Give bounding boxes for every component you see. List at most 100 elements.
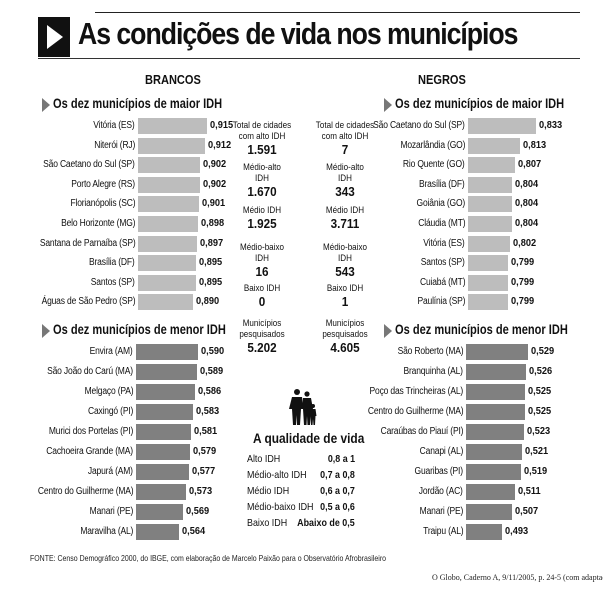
bar — [466, 484, 515, 500]
data-label: 0,833 — [539, 119, 563, 131]
bar — [466, 404, 526, 420]
data-label: 0,813 — [522, 138, 546, 151]
category-label: Manari (PE) — [419, 506, 464, 517]
bar — [136, 464, 189, 480]
bar — [138, 196, 200, 213]
bar — [468, 274, 508, 291]
bar — [468, 176, 513, 193]
category-label: São Caetano do Sul (SP) — [373, 120, 465, 131]
data-label: 0,525 — [528, 385, 552, 397]
quality-range: 0,6 a 0,7 — [320, 485, 355, 497]
category-label: Branquinha (AL) — [403, 366, 464, 377]
data-label: 0,915 — [210, 119, 234, 131]
bar — [466, 524, 502, 540]
data-label: 0,898 — [200, 217, 224, 229]
stat-negros: Baixo IDH 1 — [300, 283, 390, 309]
stat-value: 0 — [258, 294, 266, 309]
category-label: Caxingó (PI) — [87, 406, 133, 417]
data-label: 0,579 — [192, 445, 217, 457]
stat-value: 16 — [255, 264, 269, 279]
quality-row: Médio-alto IDH 0,7 a 0,8 — [247, 469, 355, 483]
triangle-marker-icon — [42, 324, 50, 338]
category-label: Poço das Trincheiras (AL) — [369, 386, 463, 397]
quality-label: Médio IDH — [247, 485, 290, 497]
bar — [138, 176, 200, 193]
category-label: Brasília (DF) — [419, 178, 466, 190]
data-label: 0,897 — [200, 236, 224, 249]
bar — [466, 464, 521, 480]
category-label: Florianópolis (SC) — [70, 198, 135, 210]
data-label: 0,507 — [515, 505, 539, 517]
stat-label: Total de cidades com alto IDH — [232, 120, 292, 142]
page-title: As condições de vida nos municípios — [78, 16, 518, 51]
category-label: Vitória (ES) — [423, 237, 465, 249]
chart-title: Os dez municípios de maior IDH — [395, 96, 565, 111]
category-label: São Caetano do Sul (SP) — [43, 159, 135, 171]
bar — [468, 196, 513, 213]
data-label: 0,802 — [513, 236, 537, 249]
category-label: Cláudia (MT) — [417, 218, 465, 229]
bar — [468, 118, 536, 134]
data-label: 0,589 — [200, 365, 224, 377]
stat-value: 1.591 — [247, 142, 277, 157]
data-label: 0,523 — [526, 425, 550, 437]
chart-title: Os dez municípios de maior IDH — [53, 96, 223, 111]
category-label: Manari (PE) — [89, 506, 134, 517]
stat-value: 5.202 — [247, 340, 277, 355]
bar — [138, 216, 198, 232]
stat-label: Médio-alto IDH — [243, 162, 281, 184]
data-label: 0,525 — [528, 405, 552, 417]
data-label: 0,526 — [528, 365, 552, 377]
quality-range: 0,5 a 0,6 — [320, 501, 355, 513]
bar — [468, 216, 513, 232]
data-label: 0,569 — [185, 505, 209, 517]
bar — [468, 235, 511, 252]
stat-value: 1.925 — [247, 216, 277, 231]
bar — [138, 235, 198, 252]
category-label: Melgaço (PA) — [84, 386, 133, 397]
data-label: 0,804 — [515, 177, 539, 190]
play-triangle-icon — [47, 25, 63, 49]
bar — [466, 364, 526, 380]
triangle-marker-icon — [42, 98, 50, 112]
stat-value: 7 — [341, 142, 349, 157]
category-label: Cuiabá (MT) — [419, 276, 466, 288]
bar — [466, 424, 524, 440]
data-label: 0,586 — [198, 385, 222, 397]
stat-negros: Total de cidades com alto IDH 7 — [300, 120, 390, 157]
stat-brancos: Baixo IDH 0 — [217, 283, 307, 309]
stat-brancos: Municípios pesquisados 5.202 — [217, 318, 307, 355]
quality-title: A qualidade de vida — [253, 430, 365, 446]
category-label: Maravilha (AL) — [80, 526, 133, 537]
bar — [136, 384, 196, 400]
bar — [466, 384, 526, 400]
data-label: 0,901 — [202, 197, 226, 210]
category-label: São João do Carú (MA) — [47, 366, 133, 377]
stat-value: 1.670 — [247, 184, 277, 199]
data-label: 0,804 — [515, 217, 539, 229]
bar — [468, 255, 508, 272]
quality-row: Médio-baixo IDH 0,5 a 0,6 — [247, 501, 355, 515]
stat-label: Municípios pesquisados — [322, 318, 368, 340]
data-label: 0,590 — [201, 345, 225, 357]
stat-value: 1 — [341, 294, 349, 309]
bar — [138, 255, 196, 272]
top-rule — [95, 12, 580, 13]
quality-row: Médio IDH 0,6 a 0,7 — [247, 485, 355, 499]
quality-range: 0,7 a 0,8 — [320, 469, 355, 481]
data-label: 0,895 — [198, 275, 223, 288]
stat-label: Baixo IDH — [326, 283, 364, 294]
bar — [136, 504, 183, 520]
stat-negros: Médio-alto IDH 343 — [300, 162, 390, 199]
bar — [136, 524, 180, 540]
data-label: 0,902 — [202, 177, 226, 190]
stat-label: Total de cidades com alto IDH — [315, 120, 375, 142]
data-label: 0,577 — [191, 465, 215, 477]
quality-label: Alto IDH — [247, 453, 281, 465]
stat-label: Médio IDH — [325, 205, 365, 216]
category-label: Niterói (RJ) — [94, 139, 135, 151]
stat-label: Médio-baixo IDH — [240, 242, 284, 264]
bar — [138, 118, 207, 134]
bar — [138, 157, 200, 174]
source-note: FONTE: Censo Demográfico 2000, do IBGE, … — [30, 553, 387, 563]
